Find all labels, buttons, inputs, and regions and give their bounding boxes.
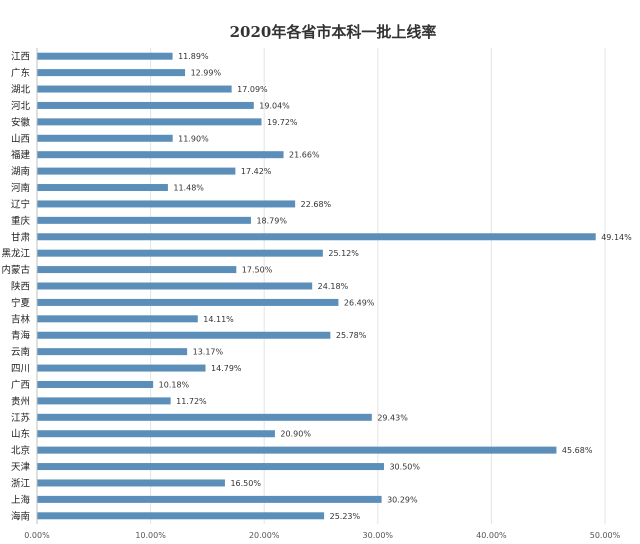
bar <box>37 364 206 372</box>
category-label: 山西 <box>11 134 30 145</box>
data-label: 17.42% <box>241 167 272 176</box>
data-label: 26.49% <box>344 298 375 307</box>
data-label: 49.14% <box>601 233 632 242</box>
data-label: 18.79% <box>256 216 287 225</box>
data-label: 25.12% <box>328 249 359 258</box>
data-label: 17.50% <box>242 266 273 275</box>
chart-title: 2020年各省市本科一批上线率 <box>230 23 437 41</box>
bar <box>37 430 275 438</box>
data-label: 25.23% <box>330 512 361 521</box>
category-label: 广东 <box>11 67 30 79</box>
data-label: 14.11% <box>203 315 234 324</box>
bar <box>37 495 382 503</box>
x-tick-label: 0.00% <box>24 531 50 540</box>
bar <box>37 118 262 126</box>
category-label: 福建 <box>11 149 31 161</box>
category-label: 天津 <box>11 462 31 473</box>
category-label: 辽宁 <box>11 198 30 210</box>
data-label: 17.09% <box>237 85 268 94</box>
bar <box>37 413 372 421</box>
data-label: 13.17% <box>193 348 224 357</box>
x-tick-label: 40.00% <box>476 531 507 540</box>
category-label: 海南 <box>11 510 30 522</box>
data-label: 19.04% <box>259 101 290 110</box>
bar <box>37 184 168 192</box>
data-label: 21.66% <box>289 151 320 160</box>
category-label: 黑龙江 <box>1 248 30 260</box>
bar <box>37 446 557 454</box>
data-label: 11.90% <box>178 134 209 143</box>
category-label: 湖北 <box>11 85 31 96</box>
bar <box>37 315 198 323</box>
bar <box>37 298 339 306</box>
data-label: 45.68% <box>562 446 593 455</box>
data-label: 16.50% <box>230 479 261 488</box>
x-tick-labels: 0.00% 10.00% 20.00% 30.00% 40.00% 50.00% <box>24 531 620 540</box>
data-label: 30.50% <box>389 463 420 472</box>
category-label: 江苏 <box>11 412 31 424</box>
category-label: 河北 <box>11 100 31 112</box>
category-label: 吉林 <box>11 313 31 325</box>
category-label: 云南 <box>11 346 30 358</box>
bar <box>37 200 296 208</box>
bar <box>37 167 236 175</box>
data-label: 22.68% <box>301 200 332 209</box>
category-label: 贵州 <box>11 395 30 407</box>
category-label: 安徽 <box>11 116 31 128</box>
bar <box>37 101 254 109</box>
category-label: 浙江 <box>11 477 31 489</box>
bar <box>37 266 237 274</box>
category-label: 广西 <box>11 379 30 391</box>
bar <box>37 52 173 60</box>
bar <box>37 85 232 93</box>
category-label: 陕西 <box>11 281 30 293</box>
data-label: 11.89% <box>178 52 209 61</box>
x-tick-label: 20.00% <box>249 531 280 540</box>
data-label: 14.79% <box>211 364 242 373</box>
bar <box>37 397 171 405</box>
bar <box>37 69 186 77</box>
data-label: 12.99% <box>191 69 222 78</box>
bar <box>37 512 325 520</box>
bar <box>37 151 284 159</box>
category-label: 山东 <box>11 428 30 440</box>
category-label: 青海 <box>11 330 31 342</box>
category-label: 江西 <box>11 52 30 63</box>
bar <box>37 216 251 224</box>
data-label: 11.72% <box>176 397 207 406</box>
bars <box>37 52 596 520</box>
category-label: 四川 <box>11 364 30 375</box>
category-labels: 江西广东湖北河北安徽山西福建湖南河南辽宁重庆甘肃黑龙江内蒙古陕西宁夏吉林青海云南… <box>1 52 30 523</box>
data-label: 29.43% <box>377 413 408 422</box>
x-tick-label: 30.00% <box>363 531 394 540</box>
bar <box>37 282 313 290</box>
category-label: 湖南 <box>11 166 30 178</box>
x-tick-label: 10.00% <box>135 531 166 540</box>
data-label: 25.78% <box>336 331 367 340</box>
bar <box>37 249 323 257</box>
category-label: 内蒙古 <box>1 264 30 276</box>
data-label: 20.90% <box>280 430 311 439</box>
bar <box>37 479 225 487</box>
bar <box>37 348 188 356</box>
data-label: 30.29% <box>387 495 418 504</box>
bar <box>37 233 596 241</box>
category-label: 宁夏 <box>11 297 31 309</box>
data-labels: 11.89% 12.99% 17.09% 19.04% 19.72% 11.90% 21.6… <box>159 52 632 521</box>
bar <box>37 134 173 142</box>
category-label: 甘肃 <box>11 231 30 243</box>
data-label: 10.18% <box>159 380 190 389</box>
data-label: 24.18% <box>318 282 349 291</box>
bar <box>37 331 331 339</box>
x-tick-label: 50.00% <box>590 531 621 540</box>
category-label: 河南 <box>11 182 30 194</box>
data-label: 19.72% <box>267 118 298 127</box>
category-label: 北京 <box>11 445 30 457</box>
category-label: 上海 <box>11 494 31 506</box>
category-label: 重庆 <box>11 215 31 227</box>
bar <box>37 380 154 388</box>
data-label: 11.48% <box>173 184 204 193</box>
bar <box>37 463 384 471</box>
